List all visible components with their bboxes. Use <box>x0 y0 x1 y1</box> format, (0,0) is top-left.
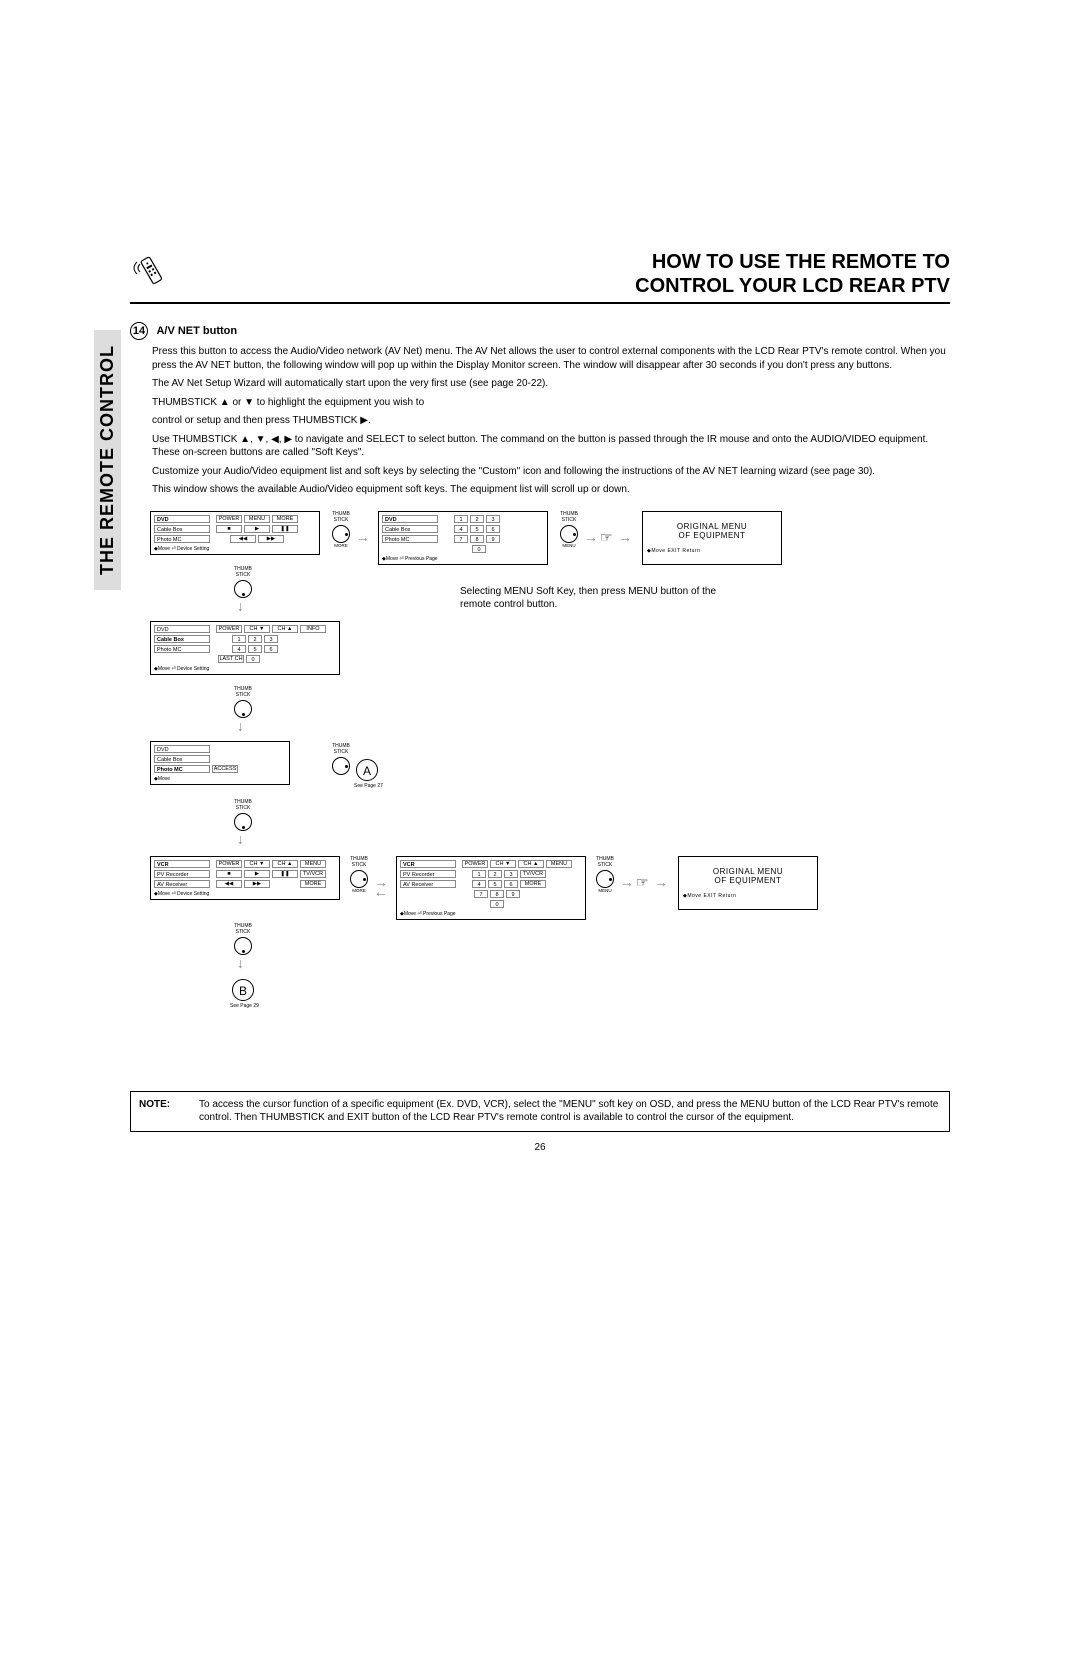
paragraph-5: Use THUMBSTICK ▲, ▼, ◀, ▶ to navigate an… <box>152 433 950 460</box>
thumbstick-icon: THUMB STICK <box>230 799 256 831</box>
thumbstick-icon: THUMB STICK <box>230 566 256 598</box>
arrow-right-icon: → <box>618 529 632 545</box>
note-label: NOTE: <box>139 1098 199 1125</box>
page-number: 26 <box>130 1142 950 1153</box>
osd-panel-2: DVD POWER CH ▼ CH ▲ INFO Cable Box 1 2 3… <box>150 621 340 675</box>
reference-letter-a: A <box>356 759 378 781</box>
arrow-left-icon: → <box>374 889 388 905</box>
paragraph-3: THUMBSTICK ▲ or ▼ to highlight the equip… <box>152 396 950 410</box>
note-box: NOTE: To access the cursor function of a… <box>130 1091 950 1132</box>
diagram-area: DVD POWER MENU MORE Cable Box ■ ▶ ❚❚ Pho… <box>140 511 950 1071</box>
thumbstick-icon: THUMB STICK MENU <box>556 511 582 548</box>
osd-panel-1: DVD POWER MENU MORE Cable Box ■ ▶ ❚❚ Pho… <box>150 511 320 555</box>
thumbstick-icon: THUMB STICK MENU <box>592 856 618 893</box>
remote-icon <box>130 250 170 290</box>
title-line-1: HOW TO USE THE REMOTE TO <box>130 250 950 274</box>
page-title: HOW TO USE THE REMOTE TO CONTROL YOUR LC… <box>130 250 950 304</box>
thumbstick-icon: THUMB STICK <box>230 686 256 718</box>
thumbstick-icon: THUMB STICK <box>230 923 256 955</box>
arrow-right-icon: → <box>620 874 634 890</box>
osd-panel-4b: VCR POWER CH ▼ CH ▲ MENU PV Recorder 1 2… <box>396 856 586 920</box>
osd-panel-3: DVD Cable Box Photo MC ACCESS ◆Move <box>150 741 290 785</box>
paragraph-1: Press this button to access the Audio/Vi… <box>152 345 950 372</box>
section-header: 14 A/V NET button <box>130 322 950 340</box>
hand-press-icon: ☞ <box>600 529 613 546</box>
thumbstick-icon: THUMB STICK MORE <box>328 511 354 548</box>
thumbstick-icon: THUMB STICK MORE <box>346 856 372 893</box>
arrow-right-icon: → <box>356 529 370 545</box>
arrow-right-icon: → <box>654 874 668 890</box>
manual-page: HOW TO USE THE REMOTE TO CONTROL YOUR LC… <box>130 250 950 1153</box>
original-menu-box: ORIGINAL MENU OF EQUIPMENT ◆Move EXIT Re… <box>678 856 818 910</box>
hand-press-icon: ☞ <box>636 874 649 891</box>
arrow-down-icon: → <box>235 833 251 847</box>
title-line-2: CONTROL YOUR LCD REAR PTV <box>130 274 950 298</box>
note-text: To access the cursor function of a speci… <box>199 1098 941 1125</box>
paragraph-2: The AV Net Setup Wizard will automatical… <box>152 377 950 391</box>
paragraph-4: control or setup and then press THUMBSTI… <box>152 414 950 428</box>
section-number: 14 <box>130 322 148 340</box>
paragraph-7: This window shows the available Audio/Vi… <box>152 483 950 497</box>
sidebar-chapter-label: THE REMOTE CONTROL <box>94 330 121 590</box>
reference-a-caption: See Page 27 <box>354 783 383 789</box>
arrow-down-icon: → <box>235 720 251 734</box>
reference-b-caption: See Page 29 <box>230 1003 259 1009</box>
diagram-caption: Selecting MENU Soft Key, then press MENU… <box>460 585 740 611</box>
arrow-right-icon: → <box>584 529 598 545</box>
section-heading: A/V NET button <box>156 325 237 337</box>
paragraph-6: Customize your Audio/Video equipment lis… <box>152 465 950 479</box>
original-menu-box: ORIGINAL MENU OF EQUIPMENT ◆Move EXIT Re… <box>642 511 782 565</box>
osd-panel-1b: DVD 1 2 3 Cable Box 4 5 6 Photo MC 7 8 9… <box>378 511 548 565</box>
osd-panel-4: VCR POWER CH ▼ CH ▲ MENU PV Recorder ■ ▶… <box>150 856 340 900</box>
arrow-down-icon: → <box>235 957 251 971</box>
reference-letter-b: B <box>232 979 254 1001</box>
arrow-right-icon: → <box>374 874 388 890</box>
thumbstick-icon: THUMB STICK <box>328 743 354 775</box>
arrow-down-icon: → <box>235 600 251 614</box>
